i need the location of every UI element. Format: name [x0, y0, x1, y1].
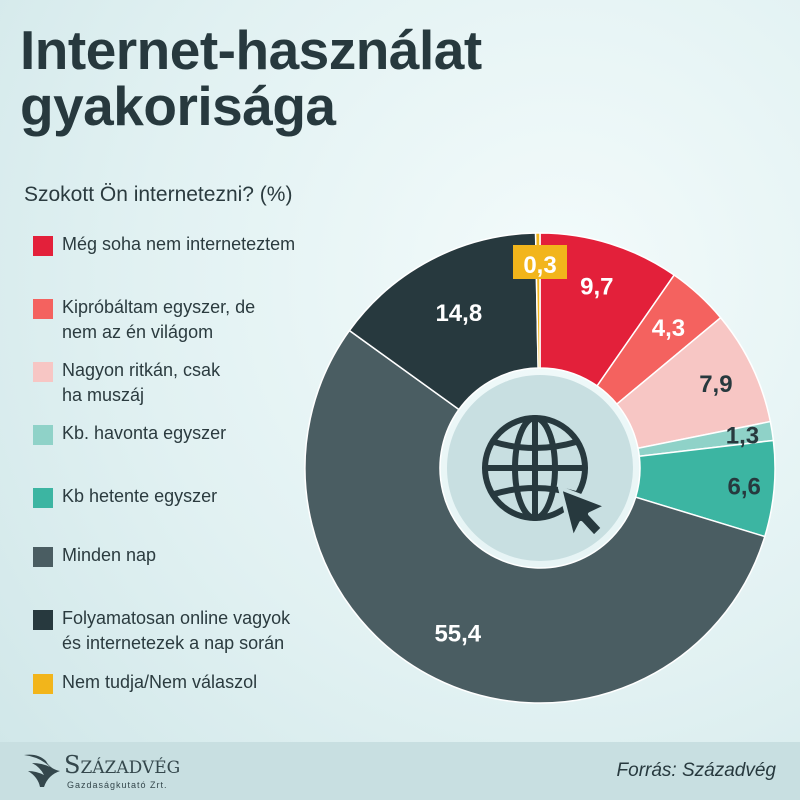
legend-label: Még soha nem interneteztem	[62, 234, 296, 254]
legend-item: Még soha nem interneteztem	[33, 232, 295, 257]
globe-cursor-icon	[482, 415, 609, 541]
legend-item: Nagyon ritkán, csak ha muszáj	[33, 358, 220, 408]
legend-item: Nem tudja/Nem válaszol	[33, 670, 257, 695]
brand-subtitle: Gazdaságkutató Zrt.	[67, 780, 168, 790]
legend-swatch	[33, 488, 53, 508]
legend-label: Folyamatosan online vagyok és internetez…	[62, 608, 291, 653]
legend-item: Kb. havonta egyszer	[33, 421, 226, 446]
footer: Századvég Gazdaságkutató Zrt. Forrás: Sz…	[0, 742, 800, 800]
page-title: Internet-használat gyakorisága	[20, 19, 482, 137]
eagle-logo-icon	[24, 754, 60, 787]
legend-label: Nagyon ritkán, csak ha muszáj	[62, 360, 221, 405]
value-label: 1,3	[726, 423, 759, 450]
legend-label: Kb hetente egyszer	[62, 486, 218, 506]
legend-swatch	[33, 610, 53, 630]
legend-item: Folyamatosan online vagyok és internetez…	[33, 606, 290, 656]
legend-label: Kipróbáltam egyszer, de nem az én világo…	[62, 297, 256, 342]
value-label: 4,3	[652, 315, 685, 342]
legend-swatch	[33, 674, 53, 694]
legend-label: Minden nap	[62, 545, 157, 565]
value-label: 14,8	[435, 300, 482, 327]
legend-label: Nem tudja/Nem válaszol	[62, 672, 258, 692]
chart-subtitle: Szokott Ön internetezni? (%)	[24, 183, 293, 206]
brand-name: Századvég	[64, 751, 181, 779]
value-label: 6,6	[727, 473, 760, 500]
legend-swatch	[33, 236, 53, 256]
chart-slices	[304, 232, 776, 704]
legend-item: Minden nap	[33, 543, 156, 568]
value-label-badge	[513, 245, 567, 279]
chart-value-labels: 9,7 4,3 7,9 1,3 6,6 55,4 14,8 0,3	[434, 245, 761, 648]
legend-swatch	[33, 299, 53, 319]
legend-item: Kb hetente egyszer	[33, 484, 217, 509]
legend-label: Kb. havonta egyszer	[62, 423, 227, 443]
value-label: 7,9	[699, 371, 732, 398]
value-label: 0,3	[523, 252, 556, 279]
pie-slice	[304, 329, 766, 704]
legend-swatch	[33, 547, 53, 567]
legend-swatch	[33, 425, 53, 445]
value-label: 55,4	[434, 621, 481, 648]
legend-item: Kipróbáltam egyszer, de nem az én világo…	[33, 295, 255, 345]
legend-swatch	[33, 362, 53, 382]
pie-slice	[348, 232, 539, 411]
source-note: Forrás: Századvég	[616, 760, 776, 781]
value-label: 9,7	[580, 274, 613, 301]
